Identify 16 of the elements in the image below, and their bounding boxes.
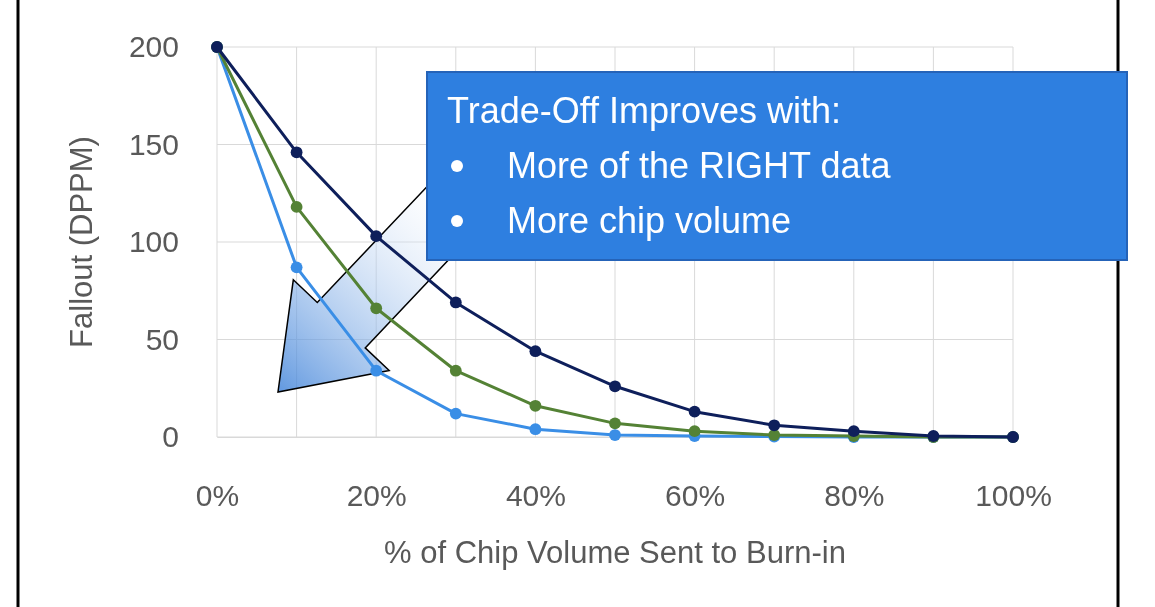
y-tick-label: 200: [128, 30, 179, 64]
y-tick-label: 50: [145, 322, 179, 356]
x-tick-label: 40%: [505, 479, 566, 513]
annotation: Trade-Off Improves with:: [447, 90, 842, 131]
y-tick-label: 100: [128, 225, 179, 259]
annotation: More of the RIGHT data: [507, 145, 892, 186]
x-tick-label: 60%: [665, 479, 726, 513]
x-axis-title: % of Chip Volume Sent to Burn-in: [384, 535, 846, 570]
x-tick-label: 0%: [195, 479, 240, 513]
x-tick-label: 20%: [346, 479, 407, 513]
x-tick-label: 100%: [975, 479, 1052, 513]
annotation: More chip volume: [507, 200, 792, 241]
y-axis-title: Fallout (DPPM): [64, 136, 99, 348]
x-tick-label: 80%: [824, 479, 885, 513]
y-tick-label: 150: [128, 127, 179, 161]
y-tick-label: 0: [162, 420, 179, 454]
